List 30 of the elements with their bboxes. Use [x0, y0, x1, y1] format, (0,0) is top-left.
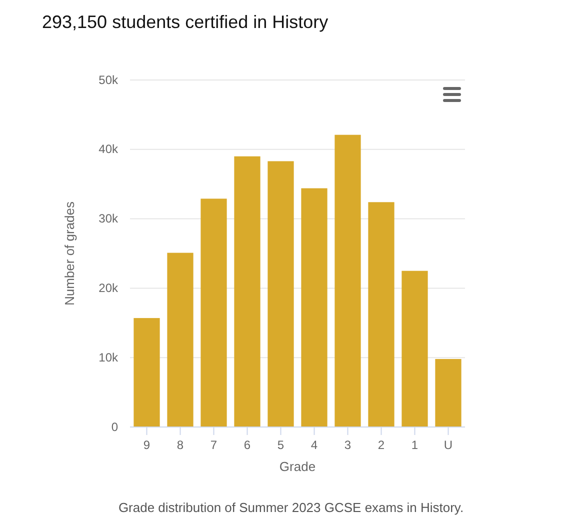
x-tick-label: 5 — [277, 438, 284, 452]
y-tick-label: 10k — [98, 350, 119, 364]
x-tick-label: U — [444, 438, 453, 452]
bar — [301, 188, 328, 427]
y-tick-label: 40k — [98, 142, 119, 156]
y-axis-title: Number of grades — [62, 200, 77, 306]
text: Grade distribution of Summer 2023 GCSE exams in History. — [118, 500, 464, 515]
bar — [334, 134, 361, 427]
x-tick-label: 6 — [244, 438, 251, 452]
x-tick-label: 7 — [210, 438, 218, 452]
x-tick-label: 4 — [310, 438, 318, 452]
bar — [134, 318, 160, 427]
bar — [402, 270, 428, 427]
y-tick-label: 0 — [111, 420, 118, 434]
chart-title: 293,150 students certified in History — [42, 12, 328, 32]
x-tick-label: 3 — [344, 438, 352, 452]
y-tick-label: 50k — [98, 72, 119, 87]
x-tick-label: 8 — [176, 438, 184, 452]
y-tick-label: 30k — [98, 212, 119, 226]
x-axis-title: Grade — [279, 459, 316, 474]
bar — [368, 202, 394, 427]
x-tick-label: 2 — [378, 438, 385, 452]
y-tick-label: 20k — [98, 281, 119, 296]
bar — [200, 198, 227, 427]
bar — [234, 156, 260, 427]
x-tick-label: 9 — [143, 438, 150, 452]
x-tick-label: 1 — [411, 438, 418, 452]
bar — [268, 161, 294, 427]
bar — [435, 358, 462, 427]
bar — [167, 252, 194, 427]
